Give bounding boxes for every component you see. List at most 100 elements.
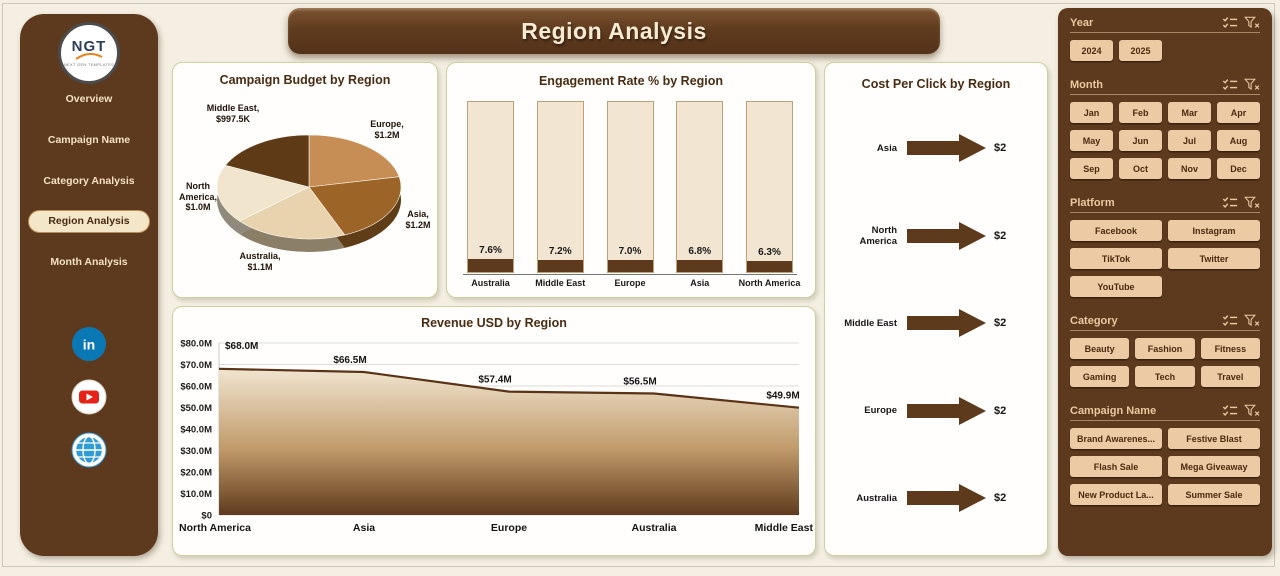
filter-month-nov[interactable]: Nov (1168, 158, 1211, 179)
sidebar-item-month-analysis[interactable]: Month Analysis (50, 255, 128, 268)
filter-section-campaign: Campaign Name Brand Awarenes... Festive Bl… (1070, 404, 1260, 505)
cpc-region-label: Middle East (844, 317, 897, 329)
filter-header-category: Category (1070, 314, 1260, 331)
pie-slice-asia (308, 176, 402, 236)
bar-base-segment (747, 261, 792, 272)
filter-year-2024[interactable]: 2024 (1070, 40, 1113, 61)
ngt-logo: NGT NEXT GEN TEMPLATES (58, 22, 120, 84)
bar-north-america: 6.3% (746, 101, 793, 273)
linkedin-icon[interactable]: in (71, 326, 107, 362)
y-tick-label: $70.0M (180, 360, 212, 371)
multi-select-icon[interactable] (1222, 314, 1238, 327)
clear-filter-icon[interactable] (1244, 404, 1260, 417)
area-fill (219, 368, 799, 515)
filter-campaign-festive-blast[interactable]: Festive Blast (1168, 428, 1260, 449)
filter-platform-tiktok[interactable]: TikTok (1070, 248, 1162, 269)
filter-month-may[interactable]: May (1070, 130, 1113, 151)
bar-category-label: Asia (690, 278, 710, 288)
cpc-row-north-america: North America $2 (833, 219, 1041, 253)
youtube-icon[interactable] (71, 379, 107, 415)
logo-subtext: NEXT GEN TEMPLATES (63, 62, 115, 67)
filter-category-fitness[interactable]: Fitness (1200, 338, 1260, 359)
cpc-region-label: North America (859, 224, 898, 247)
filter-category-fashion[interactable]: Fashion (1135, 338, 1195, 359)
filter-header-platform: Platform (1070, 196, 1260, 213)
filter-year-2025[interactable]: 2025 (1119, 40, 1162, 61)
filter-month-jan[interactable]: Jan (1070, 102, 1113, 123)
filter-month-mar[interactable]: Mar (1168, 102, 1211, 123)
area-value-label: $57.4M (478, 375, 511, 386)
filter-month-apr[interactable]: Apr (1217, 102, 1260, 123)
bar-base-segment (607, 260, 653, 272)
filter-label-platform: Platform (1070, 196, 1115, 209)
filter-month-oct[interactable]: Oct (1119, 158, 1162, 179)
filter-options-platform: Facebook Instagram TikTok Twitter YouTube (1070, 220, 1260, 297)
cpc-value-label: $2 (994, 492, 1007, 504)
clear-filter-icon[interactable] (1244, 196, 1260, 209)
sidebar-item-campaign-name[interactable]: Campaign Name (47, 133, 131, 146)
website-globe-icon[interactable] (71, 432, 107, 468)
bar-europe: 7.0% (606, 101, 654, 273)
filter-options-year: 2024 2025 (1070, 40, 1260, 61)
filter-month-feb[interactable]: Feb (1119, 102, 1162, 123)
filter-campaign-new-product-la[interactable]: New Product La... (1070, 484, 1162, 505)
filter-platform-instagram[interactable]: Instagram (1168, 220, 1260, 241)
logo-text: NGT (71, 38, 107, 55)
arrow-bar-icon (907, 484, 986, 512)
arrow-bar-icon (907, 396, 986, 425)
pie-chart (216, 134, 402, 252)
filter-platform-twitter[interactable]: Twitter (1168, 248, 1260, 269)
bar-value-label: 7.0% (618, 246, 642, 258)
bar-australia: 7.6% (467, 101, 514, 273)
multi-select-icon[interactable] (1222, 196, 1238, 209)
filter-label-campaign: Campaign Name (1070, 404, 1157, 417)
filter-section-category: Category Beauty Fashion Fitness Gaming Tech Tr… (1070, 314, 1260, 387)
area-chart: $0 $10.0M $20.0M $30.0M $40.0M $50.0M $60.0M $7… (179, 339, 814, 535)
multi-select-icon[interactable] (1222, 16, 1238, 29)
multi-select-icon[interactable] (1222, 78, 1238, 91)
filter-section-year: Year 2024 2025 (1070, 16, 1260, 61)
sidebar-item-region-analysis[interactable]: Region Analysis (28, 209, 150, 233)
clear-filter-icon[interactable] (1244, 78, 1260, 91)
cpc-value-label: $2 (994, 404, 1007, 417)
y-tick-label: $30.0M (180, 446, 212, 457)
social-links: in (71, 326, 107, 468)
filter-options-category: Beauty Fashion Fitness Gaming Tech Travel (1070, 338, 1260, 387)
clear-filter-icon[interactable] (1244, 16, 1260, 29)
filter-category-gaming[interactable]: Gaming (1070, 366, 1130, 387)
area-chart-title: Revenue USD by Region (421, 316, 567, 330)
pie-slice-north-america (216, 164, 310, 222)
cpc-chart: Asia $2 North America $2 Middle East $2 Europe… (825, 63, 1047, 555)
svg-text:in: in (83, 337, 95, 353)
multi-select-icon[interactable] (1222, 404, 1238, 417)
filter-campaign-flash-sale[interactable]: Flash Sale (1070, 456, 1162, 477)
filter-platform-facebook[interactable]: Facebook (1070, 220, 1162, 241)
filter-category-travel[interactable]: Travel (1200, 366, 1260, 387)
filter-category-tech[interactable]: Tech (1135, 366, 1195, 387)
bar-chart-categories: Australia Middle East Europe Asia North Amer… (467, 278, 800, 288)
filter-platform-youtube[interactable]: YouTube (1070, 276, 1162, 297)
bar-base-segment (468, 259, 513, 272)
revenue-card: Revenue USD by Region $0 $10.0M $20.0M $30.… (172, 306, 816, 556)
bar-chart-title: Engagement Rate % by Region (538, 74, 724, 88)
filter-category-beauty[interactable]: Beauty (1070, 338, 1130, 359)
filter-month-sep[interactable]: Sep (1070, 158, 1113, 179)
filter-campaign-brand-awarenes[interactable]: Brand Awarenes... (1070, 428, 1162, 449)
filter-month-aug[interactable]: Aug (1217, 130, 1260, 151)
filter-month-dec[interactable]: Dec (1217, 158, 1260, 179)
sidebar-item-category-analysis[interactable]: Category Analysis (43, 174, 135, 187)
logo-swoosh-icon (75, 53, 103, 60)
filter-label-category: Category (1070, 314, 1118, 327)
sidebar-item-overview[interactable]: Overview (65, 92, 113, 105)
filter-month-jul[interactable]: Jul (1168, 130, 1211, 151)
pie-slice-europe (308, 134, 400, 188)
cpc-value-label: $2 (994, 229, 1007, 242)
page-title: Region Analysis (521, 17, 707, 44)
area-value-label: $49.9M (766, 391, 799, 402)
filter-campaign-mega-giveaway[interactable]: Mega Giveaway (1168, 456, 1260, 477)
x-category-label: Middle East (755, 522, 814, 534)
filter-campaign-summer-sale[interactable]: Summer Sale (1168, 484, 1260, 505)
clear-filter-icon[interactable] (1244, 314, 1260, 327)
filter-month-jun[interactable]: Jun (1119, 130, 1162, 151)
bar-category-label: Europe (614, 278, 646, 288)
